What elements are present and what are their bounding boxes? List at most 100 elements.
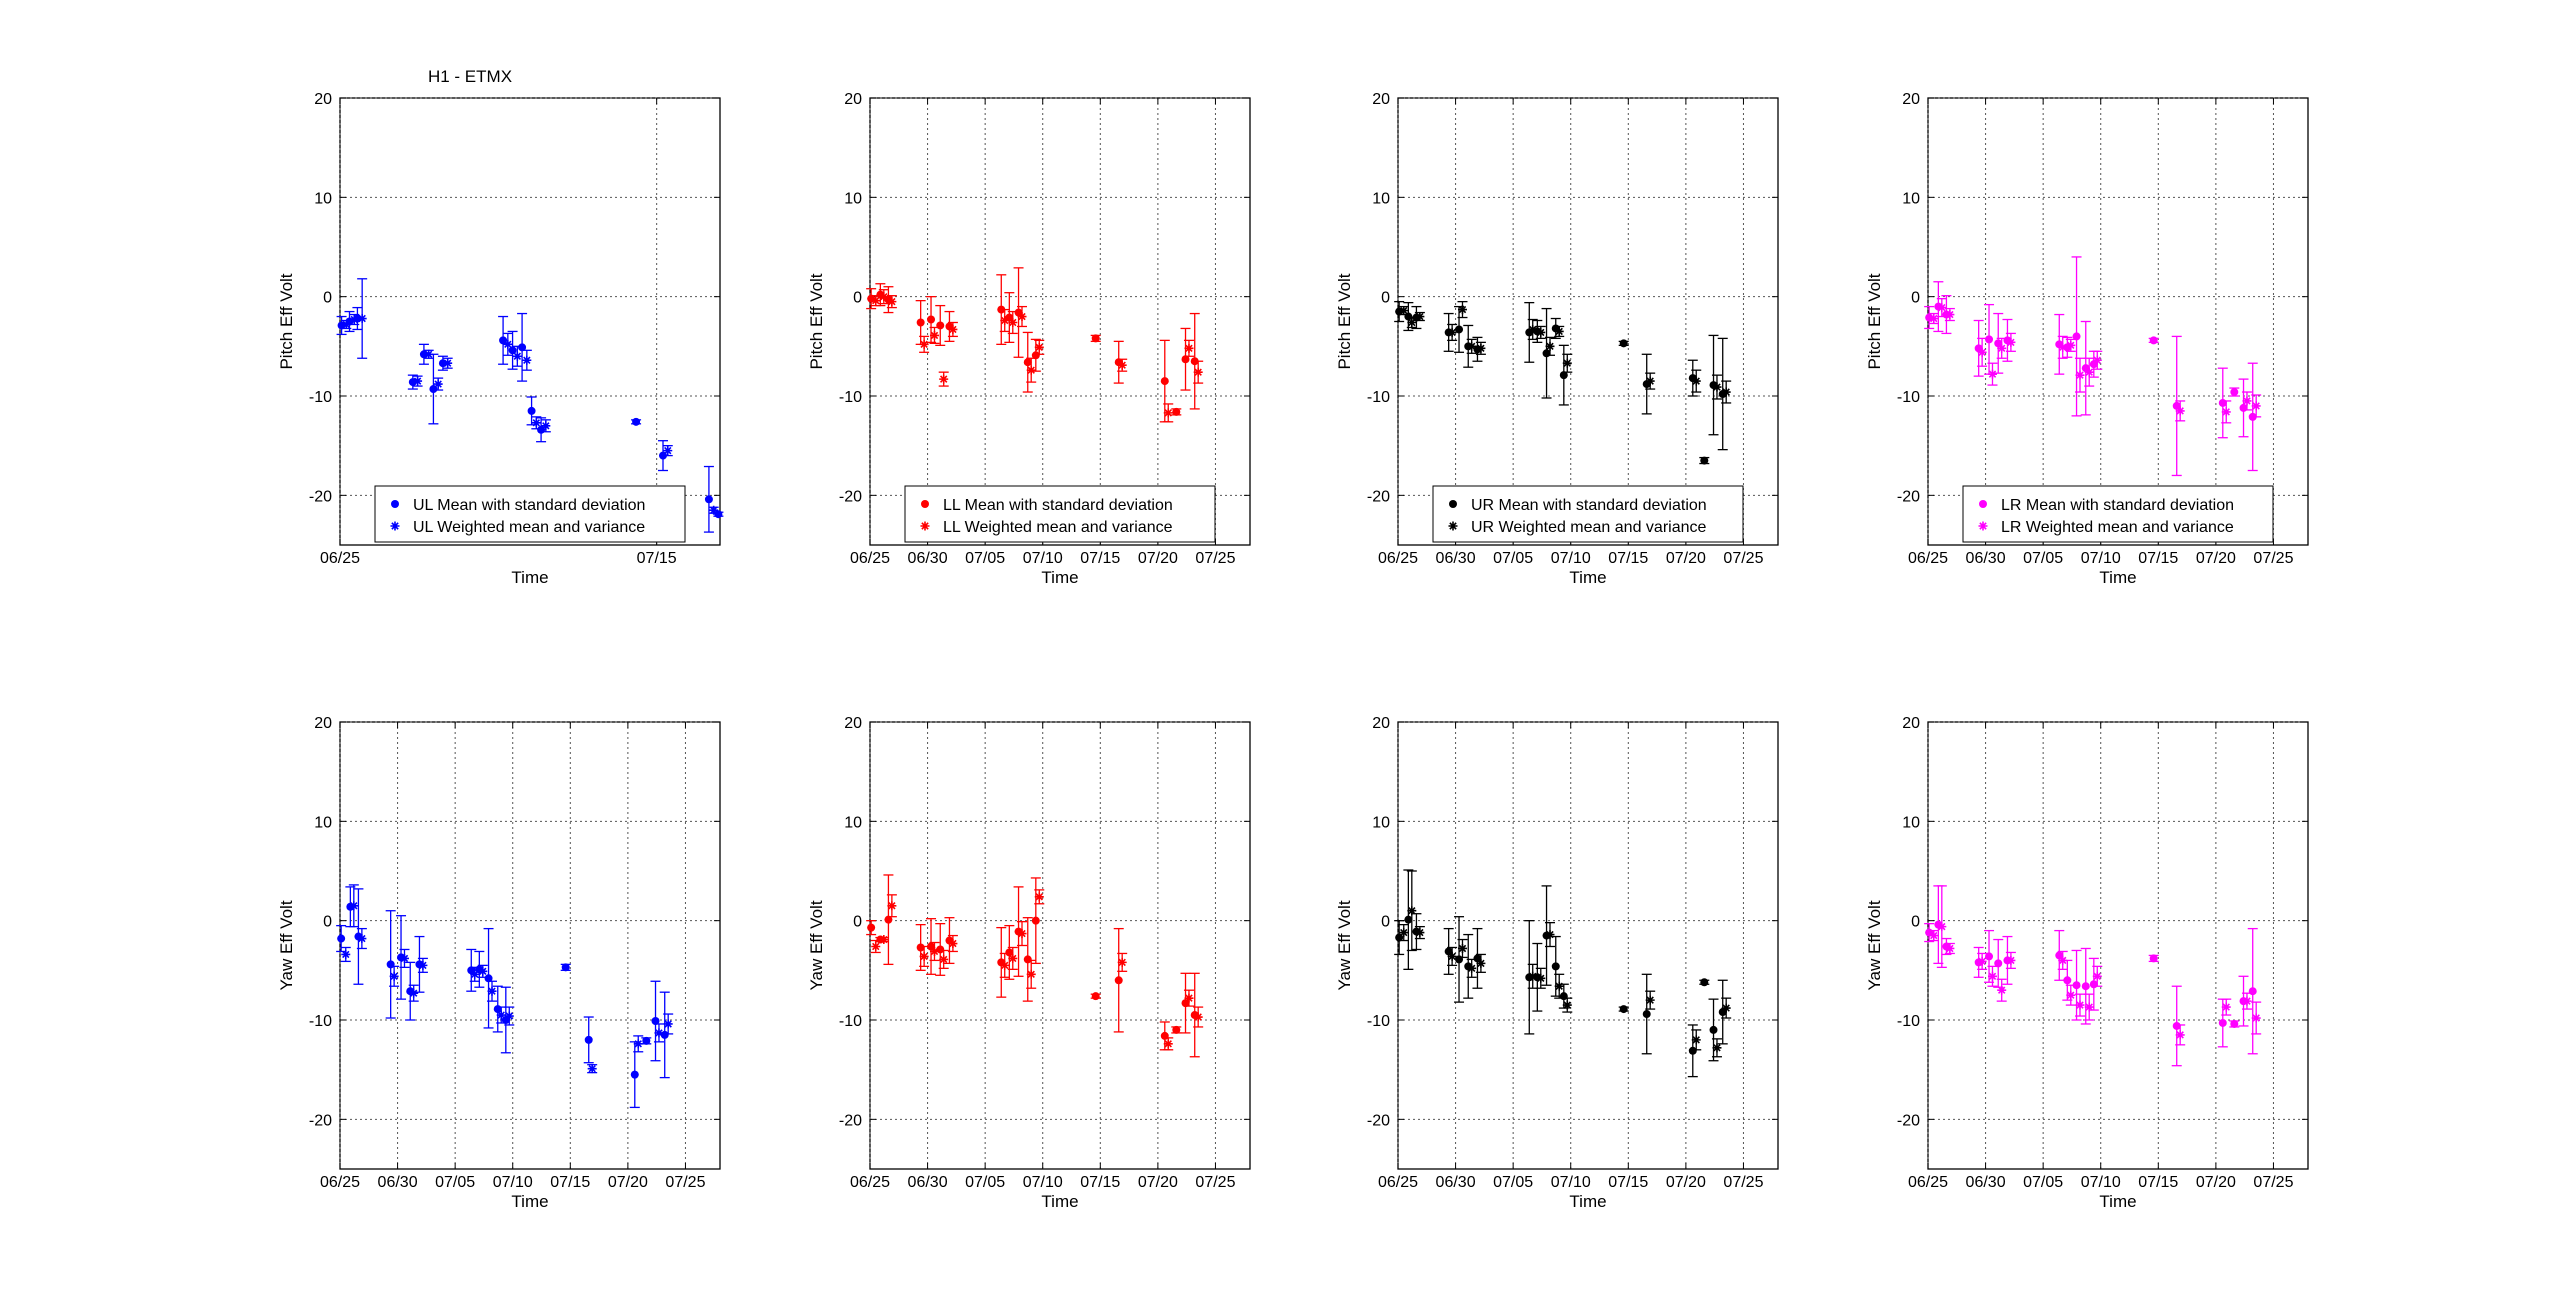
data-point	[1985, 952, 1994, 961]
legend-marker-dot	[1449, 500, 1457, 508]
plot-frame	[869, 97, 1251, 546]
data-point	[1700, 978, 1709, 987]
x-tick-label: 06/25	[1908, 550, 1948, 567]
data-point	[2055, 951, 2064, 960]
data-point	[2230, 1019, 2239, 1028]
data-point	[503, 339, 513, 349]
data-point	[884, 915, 893, 924]
legend: LL Mean with standard deviation LL Weight…	[904, 485, 1216, 543]
y-tick-label: -10	[1367, 389, 1390, 406]
data-point	[531, 418, 541, 428]
data-point	[1554, 981, 1564, 991]
data-point	[1721, 1003, 1731, 1013]
data-point	[2006, 337, 2016, 347]
data-point	[2063, 976, 2072, 985]
x-axis-label: Time	[1569, 1192, 1606, 1211]
legend-entry: LR Weighted mean and variance	[2001, 519, 2234, 536]
data-point	[1017, 929, 1027, 939]
data-point	[484, 974, 493, 983]
data-point	[341, 319, 351, 329]
data-point	[2089, 980, 2098, 989]
x-tick-label: 07/05	[1493, 550, 1533, 567]
x-tick-label: 07/20	[1138, 1174, 1178, 1191]
data-point	[337, 934, 346, 943]
x-tick-label: 07/15	[1608, 550, 1648, 567]
data-point	[418, 960, 428, 970]
x-tick-label: 07/20	[2196, 550, 2236, 567]
data-point	[433, 379, 443, 389]
data-point	[424, 349, 434, 359]
data-point	[2084, 1002, 2094, 1012]
y-axis-label: Yaw Eff Volt	[1335, 900, 1354, 990]
data-point	[939, 374, 949, 384]
chart-panel-yaw-ur: -20 -10 0 10 20 06/25 06/30 07/05 07/10 07/15 07/2…	[1335, 715, 1779, 1211]
x-tick-label: 06/25	[320, 550, 360, 567]
data-point	[1193, 1012, 1203, 1022]
x-tick-label: 07/10	[1023, 550, 1063, 567]
data-point	[1712, 1043, 1722, 1053]
chart-panel-pitch-ul: -20 -10 0 10 20 06/25 07/15 Time Pitch Eff Volt U…	[277, 91, 724, 587]
data-point	[357, 314, 367, 324]
data-point	[1000, 960, 1010, 970]
x-tick-label: 07/10	[1551, 550, 1591, 567]
data-point	[1005, 948, 1014, 957]
data-point	[1407, 906, 1417, 916]
x-axis-label: Time	[1569, 568, 1606, 587]
data-point	[386, 960, 395, 969]
legend-entry: LL Mean with standard deviation	[943, 497, 1173, 514]
x-tick-label: 07/05	[435, 1174, 475, 1191]
legend: UL Mean with standard deviation UL Weight…	[374, 485, 686, 543]
y-tick-label: 0	[1911, 290, 1920, 307]
y-tick-label: 0	[323, 914, 332, 931]
data-point	[1034, 892, 1044, 902]
x-tick-label: 06/25	[1908, 1174, 1948, 1191]
data-point	[1000, 316, 1010, 326]
data-point	[1447, 327, 1457, 337]
x-tick-label: 07/10	[1023, 1174, 1063, 1191]
data-point	[887, 901, 897, 911]
x-axis-label: Time	[511, 568, 548, 587]
data-point	[1551, 962, 1560, 971]
y-tick-label: -10	[839, 389, 862, 406]
data-point	[1184, 343, 1194, 353]
data-point	[341, 949, 351, 959]
x-axis-label: Time	[2099, 568, 2136, 587]
y-tick-label: 0	[1911, 914, 1920, 931]
data-point	[349, 315, 359, 325]
data-point	[1457, 305, 1467, 315]
y-tick-label: 0	[1381, 290, 1390, 307]
data-point	[1399, 306, 1409, 316]
figure-title: H1 - ETMX	[428, 67, 512, 86]
x-tick-label: 06/30	[1436, 1174, 1476, 1191]
x-tick-label: 07/20	[1666, 550, 1706, 567]
data-point	[2149, 954, 2158, 963]
x-tick-label: 07/10	[2081, 550, 2121, 567]
data-point	[1117, 360, 1127, 370]
data-point	[2092, 971, 2102, 981]
x-tick-label: 07/25	[1195, 550, 1235, 567]
x-tick-label: 06/30	[908, 1174, 948, 1191]
y-tick-label: -20	[309, 488, 332, 505]
data-point	[709, 505, 719, 515]
data-point	[1476, 958, 1486, 968]
y-tick-label: -20	[1897, 488, 1920, 505]
data-point	[2149, 336, 2158, 345]
data-point	[1562, 1000, 1572, 1010]
data-point	[1117, 957, 1127, 967]
data-point	[916, 318, 925, 327]
data-point	[1455, 325, 1464, 334]
data-point	[1091, 334, 1100, 343]
x-tick-label: 07/10	[2081, 1174, 2121, 1191]
data-point	[527, 406, 536, 415]
data-point	[1691, 376, 1701, 386]
data-point	[1023, 358, 1032, 367]
data-point	[1457, 943, 1467, 953]
legend-marker-dot	[1979, 500, 1987, 508]
data-point	[871, 941, 881, 951]
data-point	[1721, 387, 1731, 397]
x-tick-label: 07/25	[2253, 550, 2293, 567]
legend-entry: UR Weighted mean and variance	[1471, 519, 1706, 536]
data-point	[561, 963, 570, 972]
data-point	[1994, 339, 2003, 348]
data-point	[443, 358, 453, 368]
